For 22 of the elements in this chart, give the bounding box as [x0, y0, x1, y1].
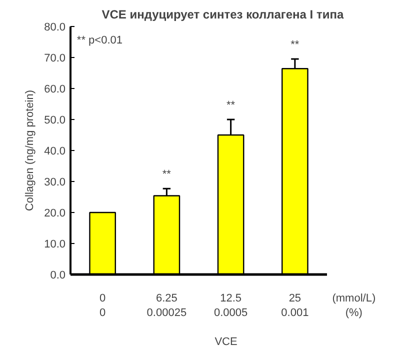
x-tick-label: 0 0 — [100, 292, 106, 319]
annotation: ** — [290, 39, 300, 52]
x-tick-label: 25 0.001 — [281, 292, 309, 319]
y-tick-label: 60.0 — [44, 84, 66, 96]
x-axis-title: VCE — [214, 336, 238, 348]
y-tick-label: 80.0 — [44, 22, 66, 34]
y-tick-label: 30.0 — [44, 176, 66, 188]
annotation: ** — [226, 100, 236, 112]
y-axis-title: Collagen (ng/mg protein) — [24, 90, 36, 212]
y-tick-label: 40.0 — [44, 146, 66, 158]
y-tick-label: 20.0 — [44, 208, 66, 220]
y-tick-label: 70.0 — [44, 52, 66, 64]
text: (%) — [345, 306, 362, 319]
x-tick-label: 12.5 0.0005 — [214, 292, 248, 319]
y-tick-label: 10.0 — [44, 238, 66, 250]
x-tick-label: 6.25 0.00025 — [146, 292, 187, 319]
annotation: ** — [162, 168, 172, 181]
chart-title: VCE индуцирует синтез коллагена I типа — [102, 8, 344, 22]
annotation: ** p<0.01 — [76, 34, 122, 46]
y-tick-label: 50.0 — [44, 114, 66, 126]
text: (mmol/L) — [332, 292, 376, 304]
y-tick-label: 0.0 — [50, 270, 66, 282]
